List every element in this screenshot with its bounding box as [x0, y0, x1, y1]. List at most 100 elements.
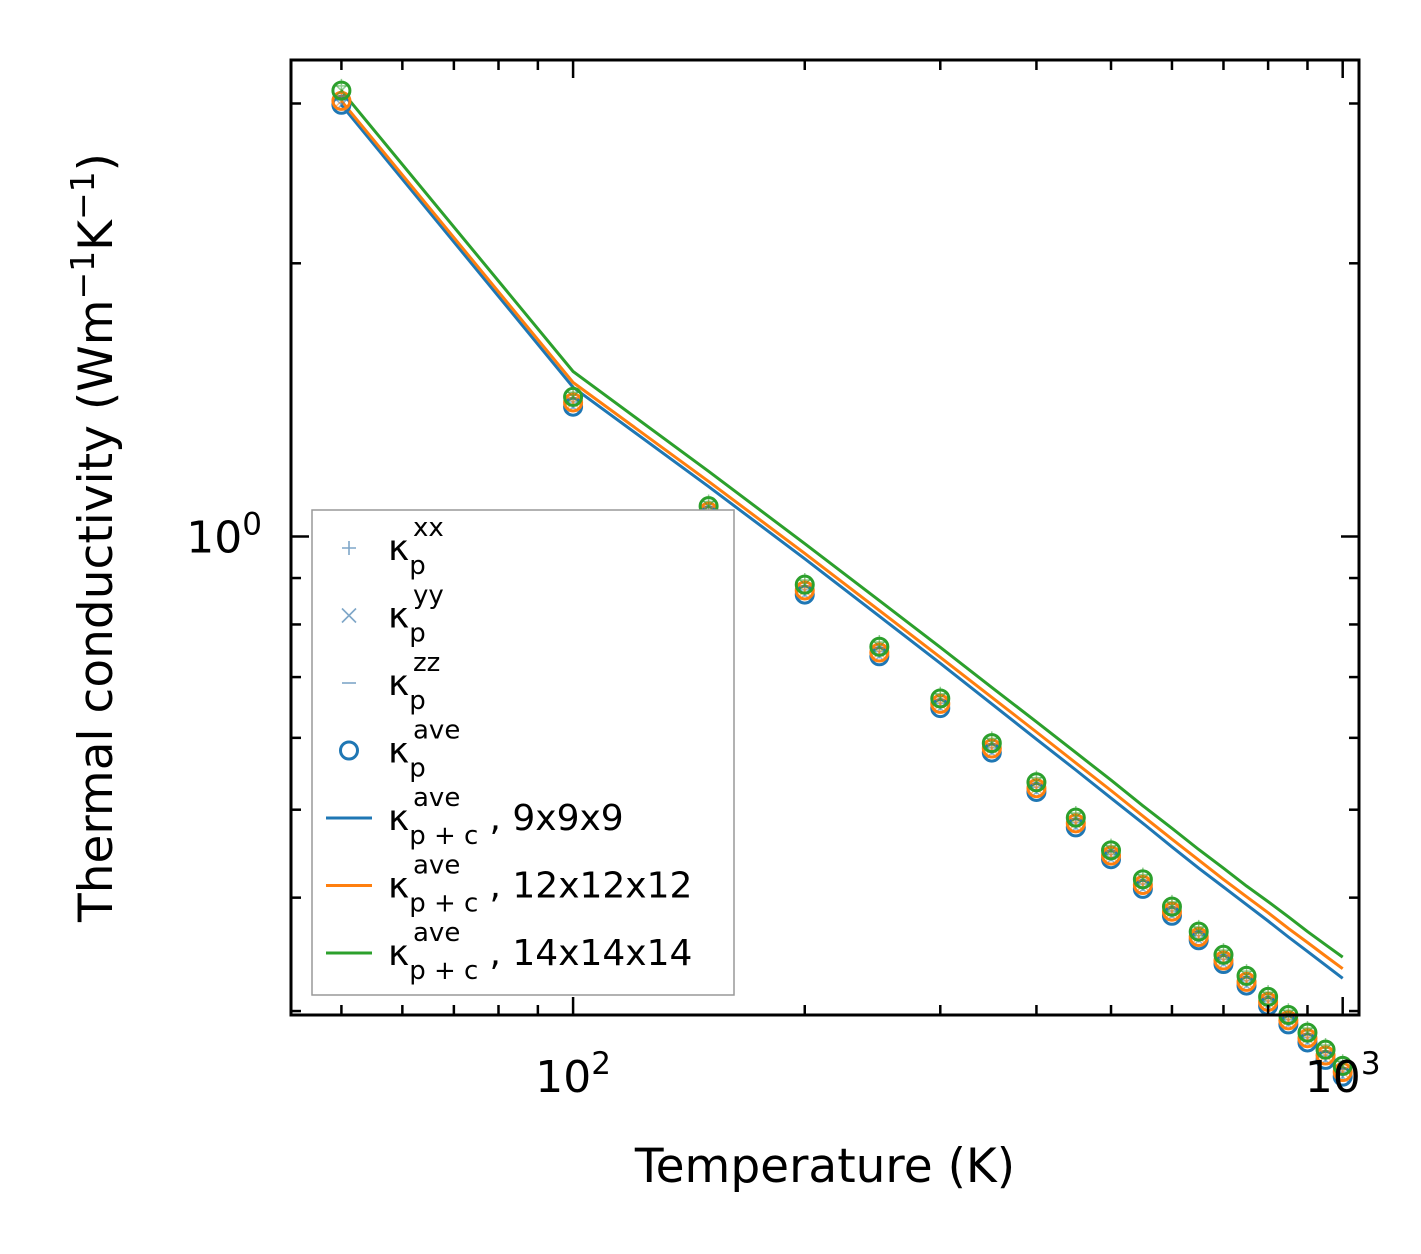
legend-item-6: κp + c ave , 14x14x14	[326, 918, 692, 986]
x-tick-label-base: 10	[535, 1052, 591, 1103]
y-axis-label-end: )	[69, 153, 124, 171]
legend-symbol: κ	[388, 866, 409, 907]
x-tick-label-exponent: 2	[591, 1046, 611, 1082]
marker-circle	[1101, 840, 1122, 861]
marker-cross	[1136, 878, 1150, 892]
legend-label: κp ave	[388, 716, 460, 784]
marker-cross	[1136, 872, 1150, 886]
marker-cross	[1336, 1059, 1350, 1073]
y-tick-label-exponent: 0	[242, 507, 262, 543]
legend-subscript: p + c	[409, 889, 478, 919]
marker-cross	[1104, 849, 1118, 863]
x-tick-label: 102	[535, 1046, 611, 1103]
marker-cross	[334, 84, 348, 98]
y-axis-label-sup1: −1	[63, 251, 102, 300]
x-tick-label-exponent: 3	[1361, 1046, 1381, 1082]
legend-tail: , 12x12x12	[490, 866, 693, 907]
legend-superscript: ave	[413, 918, 460, 948]
marker-cross	[1069, 816, 1083, 830]
marker-circle	[1188, 921, 1209, 942]
marker-cross	[566, 390, 580, 404]
marker-circle	[331, 80, 352, 101]
legend-item-4: κp + c ave , 9x9x9	[326, 783, 624, 851]
x-axis-label: Temperature (K)	[634, 1139, 1015, 1194]
marker-circle	[1161, 896, 1182, 917]
marker-cross	[1300, 1031, 1315, 1045]
marker-cross	[1029, 781, 1043, 795]
legend-symbol: κ	[388, 731, 409, 772]
marker-circle	[1065, 807, 1086, 828]
legend-item-1: κp yy	[341, 581, 444, 649]
y-axis-label-mid: K	[69, 219, 124, 251]
legend-label: κp + c ave , 9x9x9	[388, 783, 624, 851]
y-axis-label-main: Thermal conductivity (Wm	[69, 300, 124, 923]
legend-tail: , 14x14x14	[490, 933, 693, 974]
legend-symbol: κ	[388, 528, 409, 569]
legend-box	[311, 509, 735, 996]
legend-label: κp + c ave , 12x12x12	[388, 851, 692, 919]
ticks-layer	[291, 60, 1359, 1015]
legend-label: κp xx	[388, 513, 444, 581]
marker-circle	[930, 688, 951, 709]
x-tick-label: 103	[1305, 1046, 1381, 1103]
marker-circle	[1236, 965, 1257, 986]
y-axis-label: Thermal conductivity (Wm−1K−1)	[63, 153, 124, 923]
marker-circle	[1332, 1055, 1353, 1076]
legend-superscript: yy	[413, 581, 444, 611]
series-line-14x14x14	[340, 89, 1344, 959]
series-line-9x9x9	[340, 103, 1344, 980]
marker-cross	[1104, 843, 1118, 857]
marker-cross	[985, 736, 999, 750]
marker-cross	[985, 741, 999, 756]
legend-cross-icon	[341, 607, 357, 624]
marker-cross	[872, 640, 886, 654]
marker-cross	[1192, 925, 1206, 939]
y-tick-label-base: 10	[186, 513, 242, 564]
marker-cross	[1319, 1048, 1333, 1063]
legend-subscript: p	[409, 551, 426, 581]
marker-circle	[1315, 1039, 1336, 1060]
series-layer	[331, 78, 1353, 1087]
legend-item-0: κp xx	[342, 513, 444, 581]
marker-cross	[798, 583, 812, 598]
series-line-12x12x12	[340, 99, 1344, 970]
legend-tail: , 9x9x9	[490, 798, 624, 839]
legend-superscript: zz	[413, 648, 440, 678]
marker-cross	[1216, 948, 1231, 962]
legend-label: κp + c ave , 14x14x14	[388, 918, 692, 986]
legend-symbol: κ	[388, 798, 409, 839]
marker-circle	[794, 574, 815, 595]
legend-superscript: ave	[413, 783, 460, 813]
marker-cross	[872, 645, 886, 660]
legend-subscript: p + c	[409, 956, 478, 986]
legend-item-5: κp + c ave , 12x12x12	[326, 851, 692, 919]
legend-superscript: ave	[413, 716, 460, 746]
marker-cross	[1300, 1026, 1315, 1040]
marker-cross	[1336, 1065, 1350, 1079]
legend-subscript: p	[409, 686, 426, 716]
marker-circle	[981, 733, 1002, 754]
y-axis-label-sup2: −1	[63, 171, 102, 220]
legend-subscript: p	[409, 619, 426, 649]
legend-symbol: κ	[388, 933, 409, 974]
marker-circle	[869, 636, 890, 657]
legend-item-2: κp zz	[342, 648, 440, 716]
marker-cross	[933, 691, 947, 706]
marker-cross	[798, 578, 812, 592]
marker-cross	[1240, 969, 1254, 983]
marker-cross	[1069, 811, 1083, 825]
legend-circle-icon	[339, 740, 359, 761]
marker-cross	[1319, 1043, 1333, 1057]
marker-cross	[1216, 954, 1231, 968]
y-tick-label: 100	[186, 507, 262, 564]
legend-item-3: κp ave	[339, 716, 460, 784]
marker-circle	[1132, 869, 1153, 890]
x-tick-label-base: 10	[1305, 1052, 1361, 1103]
marker-circle	[1297, 1022, 1318, 1043]
legend-subscript: p + c	[409, 821, 478, 851]
marker-circle	[1213, 944, 1234, 965]
marker-cross	[1165, 900, 1179, 914]
